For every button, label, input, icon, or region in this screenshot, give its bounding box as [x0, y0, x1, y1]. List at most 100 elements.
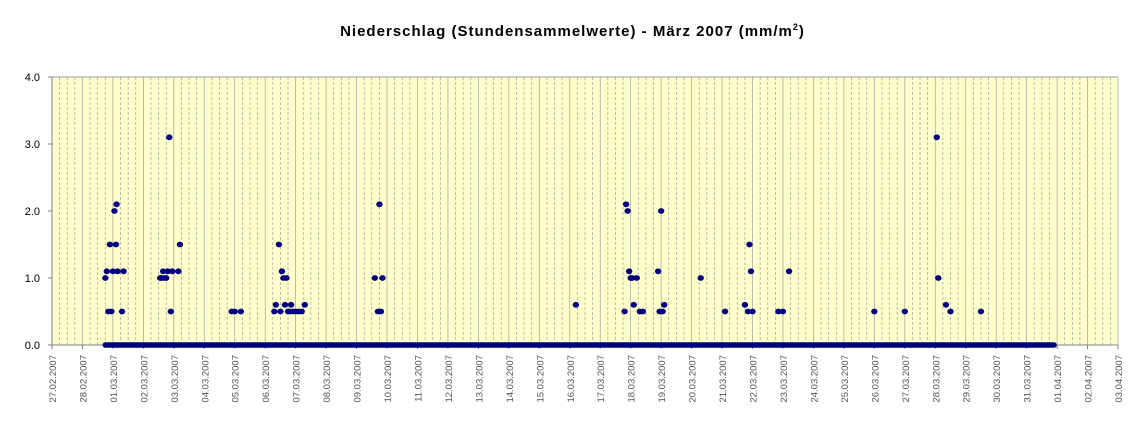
y-tick-label: 1.0 [25, 273, 40, 285]
x-tick-label: 29.03.2007 [962, 355, 973, 403]
plot-background [52, 77, 1118, 345]
data-point [237, 308, 245, 315]
data-point [379, 275, 386, 281]
data-point [629, 275, 636, 281]
data-point [287, 301, 295, 308]
x-tick-label: 28.03.2007 [931, 355, 942, 403]
data-point [271, 308, 278, 315]
data-point [231, 308, 238, 315]
data-point [660, 301, 668, 308]
data-point [779, 308, 787, 315]
data-point [164, 268, 171, 275]
data-point [785, 268, 793, 275]
data-point [283, 275, 290, 281]
data-point [977, 308, 985, 315]
data-point [871, 308, 878, 315]
data-point [721, 308, 729, 315]
x-tick-label: 01.04.2007 [1053, 355, 1064, 403]
data-point [947, 308, 954, 315]
data-point [747, 268, 755, 275]
x-tick-label: 24.03.2007 [809, 355, 820, 403]
chart-title-text: Niederschlag (Stundensammelwerte) - März… [340, 23, 793, 40]
data-point [933, 134, 940, 141]
data-point [622, 201, 630, 208]
x-tick-label: 13.03.2007 [474, 355, 485, 403]
chart-title: Niederschlag (Stundensammelwerte) - März… [0, 22, 1145, 40]
data-point [659, 308, 666, 315]
data-point [775, 308, 782, 315]
x-tick-label: 02.03.2007 [139, 355, 150, 403]
data-point [109, 268, 117, 275]
data-point [301, 301, 308, 308]
data-point [741, 301, 749, 308]
data-point [103, 268, 111, 275]
x-tick-label: 27.02.2007 [48, 355, 59, 403]
data-point [377, 308, 385, 315]
x-tick-label: 20.03.2007 [688, 355, 699, 403]
x-tick-label: 07.03.2007 [292, 355, 303, 403]
x-tick-label: 02.04.2007 [1084, 355, 1095, 403]
x-tick-label: 09.03.2007 [353, 355, 364, 403]
data-point [639, 308, 647, 315]
chart-title-superscript: 2 [792, 22, 799, 32]
data-point [572, 301, 580, 308]
data-point [108, 308, 115, 315]
x-tick-label: 05.03.2007 [231, 355, 242, 403]
x-tick-label: 23.03.2007 [779, 355, 790, 403]
data-point [371, 275, 379, 281]
x-tick-label: 12.03.2007 [444, 355, 455, 403]
x-tick-label: 10.03.2007 [383, 355, 394, 403]
data-point [281, 301, 289, 308]
data-point [111, 208, 118, 214]
data-point [298, 308, 305, 315]
plot-area [51, 76, 1119, 345]
data-point [901, 308, 908, 315]
data-point [625, 268, 633, 275]
data-point [163, 275, 170, 281]
data-point [114, 268, 121, 275]
data-point [744, 308, 752, 315]
x-tick-label: 16.03.2007 [566, 355, 577, 403]
x-tick-label: 08.03.2007 [322, 355, 333, 403]
data-point [621, 308, 628, 315]
x-tick-label: 22.03.2007 [749, 355, 760, 403]
data-point [746, 241, 753, 248]
data-point [102, 275, 109, 281]
y-tick-label: 0.0 [25, 340, 40, 352]
data-points [102, 134, 1057, 348]
data-point [749, 308, 756, 315]
x-tick-label: 03.03.2007 [170, 355, 181, 403]
data-point [376, 201, 383, 208]
y-tick-label: 4.0 [25, 72, 40, 84]
data-point [175, 268, 182, 275]
data-point [697, 275, 704, 281]
data-point [112, 241, 120, 248]
x-tick-label: 26.03.2007 [870, 355, 881, 403]
x-tick-label: 06.03.2007 [261, 355, 272, 403]
x-tick-label: 27.03.2007 [901, 355, 912, 403]
axes: 0.0 1.0 2.0 3.0 4.0 27.02.2007 28.02.2007 01.03… [25, 72, 1125, 403]
x-tick-label: 11.03.2007 [413, 355, 424, 402]
data-point [633, 275, 640, 281]
x-tick-label: 01.03.2007 [109, 355, 120, 403]
data-point [624, 208, 631, 214]
data-point [657, 208, 665, 214]
data-point [272, 301, 280, 308]
data-point [630, 301, 637, 308]
data-point [106, 241, 114, 248]
data-point [278, 268, 286, 275]
data-point [935, 275, 942, 281]
y-tick-label: 2.0 [25, 206, 40, 218]
x-tick-label: 17.03.2007 [596, 355, 607, 403]
x-tick-label: 03.04.2007 [1114, 355, 1125, 403]
y-tick-label: 3.0 [25, 139, 40, 151]
x-tick-label: 28.02.2007 [78, 355, 89, 403]
data-point [159, 268, 167, 275]
data-point [118, 308, 126, 315]
x-tick-label: 31.03.2007 [1023, 355, 1034, 403]
x-tick-label: 14.03.2007 [505, 355, 516, 403]
x-tick-label: 04.03.2007 [200, 355, 211, 403]
data-point [176, 241, 184, 248]
data-point [942, 301, 950, 308]
